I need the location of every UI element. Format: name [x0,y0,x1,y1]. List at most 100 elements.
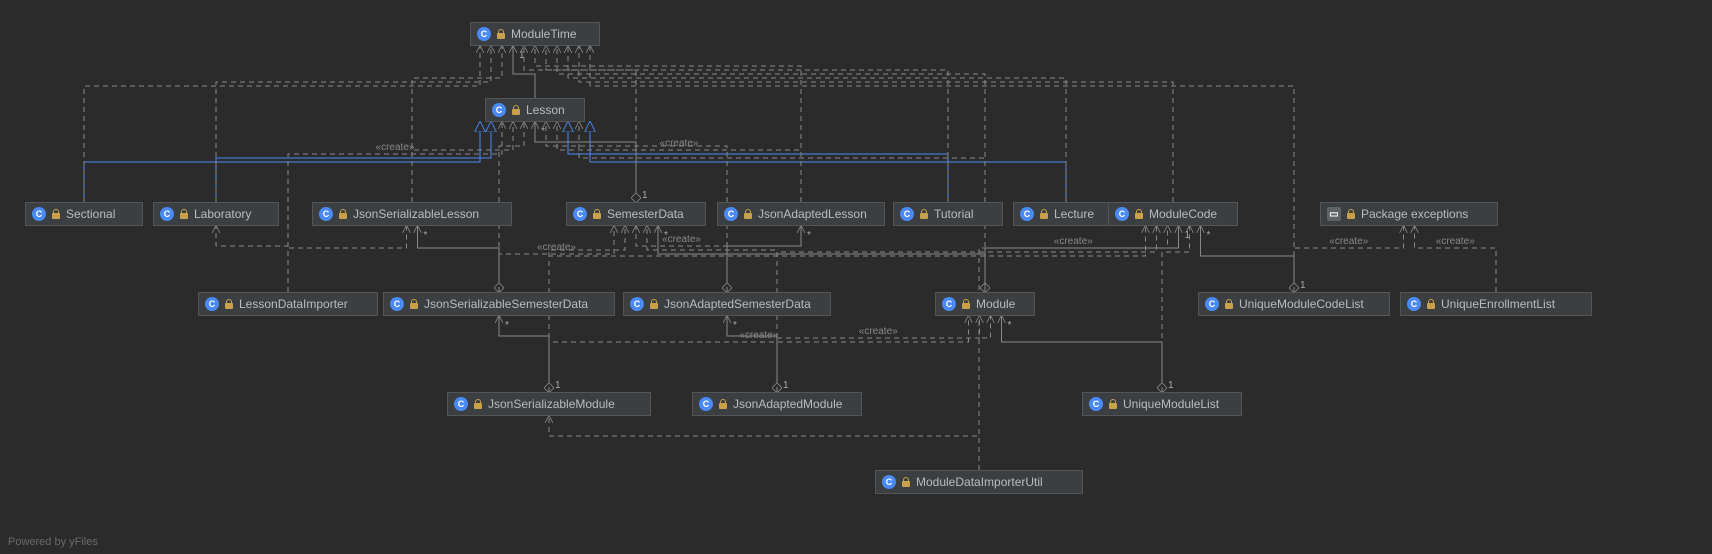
node-Module[interactable]: C Module [935,292,1035,316]
class-icon: C [1020,207,1034,221]
lock-icon [1346,209,1356,219]
node-Laboratory[interactable]: C Laboratory [153,202,279,226]
node-label: UniqueModuleList [1123,397,1219,411]
lock-icon [338,209,348,219]
lock-icon [179,209,189,219]
node-label: Lesson [526,103,565,117]
node-label: ModuleTime [511,27,577,41]
class-icon: C [699,397,713,411]
svg-text:«create»: «create» [739,330,778,341]
node-JsonSerializableSemesterData[interactable]: C JsonSerializableSemesterData [383,292,615,316]
svg-text:«create»: «create» [1436,236,1475,247]
lock-icon [473,399,483,409]
node-label: Laboratory [194,207,251,221]
node-label: JsonSerializableSemesterData [424,297,588,311]
diagram-canvas: 1«create»«create»*1*«create»*«create»*1«… [0,0,1712,554]
node-label: ModuleDataImporterUtil [916,475,1043,489]
node-ModuleDataImporterUtil[interactable]: C ModuleDataImporterUtil [875,470,1083,494]
svg-text:*: * [664,230,668,241]
node-UniqueModuleCodeList[interactable]: CUniqueModuleCodeList [1198,292,1390,316]
svg-text:1: 1 [555,380,561,391]
svg-text:«create»: «create» [660,138,699,149]
class-icon: C [882,475,896,489]
node-label: Lecture [1054,207,1094,221]
svg-text:«create»: «create» [859,326,898,337]
class-icon: C [1115,207,1129,221]
lock-icon [1224,299,1234,309]
node-label: Module [976,297,1015,311]
svg-text:*: * [807,230,811,241]
lock-icon [1039,209,1049,219]
node-UniqueEnrollmentList[interactable]: CUniqueEnrollmentList [1400,292,1592,316]
node-label: Package exceptions [1361,207,1468,221]
lock-icon [1108,399,1118,409]
class-icon: C [390,297,404,311]
node-label: JsonSerializableLesson [353,207,479,221]
svg-text:«create»: «create» [1329,236,1368,247]
svg-text:1: 1 [783,380,789,391]
lock-icon [51,209,61,219]
class-icon: C [160,207,174,221]
class-icon: C [1205,297,1219,311]
class-icon: C [319,207,333,221]
lock-icon [919,209,929,219]
node-LessonDataImporter[interactable]: CLessonDataImporter [198,292,378,316]
node-JsonAdaptedLesson[interactable]: CJsonAdaptedLesson [717,202,885,226]
svg-text:«create»: «create» [662,234,701,245]
class-icon: C [32,207,46,221]
svg-text:*: * [1207,230,1211,241]
node-label: JsonAdaptedSemesterData [664,297,811,311]
lock-icon [1426,299,1436,309]
footer-credit: Powered by yFiles [8,536,98,548]
node-label: ModuleCode [1149,207,1217,221]
node-PackageExceptions[interactable]: ▭Package exceptions [1320,202,1498,226]
svg-text:1: 1 [519,50,525,61]
svg-text:*: * [424,230,428,241]
node-ModuleTime[interactable]: C ModuleTime [470,22,600,46]
lock-icon [592,209,602,219]
class-icon: C [573,207,587,221]
lock-icon [496,29,506,39]
lock-icon [1134,209,1144,219]
node-Lecture[interactable]: C Lecture [1013,202,1119,226]
class-icon: C [205,297,219,311]
node-ModuleCode[interactable]: C ModuleCode [1108,202,1238,226]
node-JsonSerializableLesson[interactable]: C JsonSerializableLesson [312,202,512,226]
node-JsonAdaptedSemesterData[interactable]: C JsonAdaptedSemesterData [623,292,831,316]
node-Lesson[interactable]: C Lesson [485,98,585,122]
lock-icon [649,299,659,309]
class-icon: C [1089,397,1103,411]
node-JsonAdaptedModule[interactable]: C JsonAdaptedModule [692,392,862,416]
lock-icon [901,477,911,487]
lock-icon [961,299,971,309]
lock-icon [511,105,521,115]
svg-text:1: 1 [642,190,648,201]
node-JsonSerializableModule[interactable]: C JsonSerializableModule [447,392,651,416]
class-icon: C [492,103,506,117]
class-icon: C [630,297,644,311]
node-label: SemesterData [607,207,684,221]
node-UniqueModuleList[interactable]: C UniqueModuleList [1082,392,1242,416]
svg-text:«create»: «create» [376,142,415,153]
lock-icon [409,299,419,309]
node-label: JsonSerializableModule [488,397,615,411]
class-icon: C [477,27,491,41]
node-label: Sectional [66,207,115,221]
lock-icon [743,209,753,219]
node-SemesterData[interactable]: C SemesterData [566,202,706,226]
lock-icon [224,299,234,309]
svg-text:«create»: «create» [537,242,576,253]
svg-text:*: * [541,126,545,137]
class-icon: C [454,397,468,411]
node-label: Tutorial [934,207,974,221]
edges-layer: 1«create»«create»*1*«create»*«create»*1«… [0,0,1712,554]
node-label: JsonAdaptedModule [733,397,842,411]
svg-text:*: * [733,320,737,331]
svg-text:1: 1 [1168,380,1174,391]
class-icon: C [942,297,956,311]
svg-text:*: * [1008,320,1012,331]
node-label: UniqueEnrollmentList [1441,297,1555,311]
node-label: JsonAdaptedLesson [758,207,867,221]
node-Sectional[interactable]: C Sectional [25,202,143,226]
node-Tutorial[interactable]: CTutorial [893,202,1003,226]
